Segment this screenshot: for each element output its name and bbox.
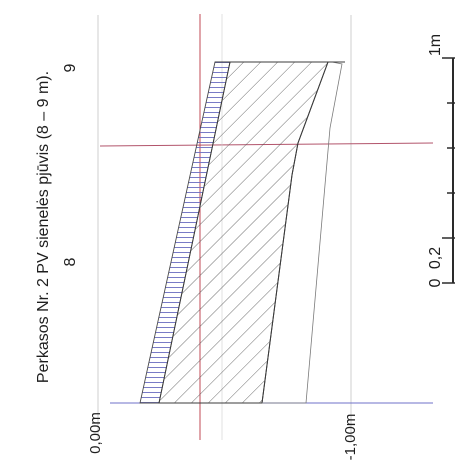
meter-label-9: 9 [62,63,79,72]
level-label-bottom: -1,00m [342,414,359,461]
scale-bar [442,57,455,284]
drawing-title: Perkasos Nr. 2 PV sienelės pjūvis (8 – 9… [35,71,52,383]
level-label-top: 0,00m [87,412,104,454]
meter-label-8: 8 [62,257,79,266]
foundation-outline [262,61,343,404]
scale-label-0: 0 [427,278,444,287]
scale-label-02: 0,2 [427,247,444,269]
wall-outer-outline [261,61,329,404]
scale-label-1m: 1m [427,34,444,56]
